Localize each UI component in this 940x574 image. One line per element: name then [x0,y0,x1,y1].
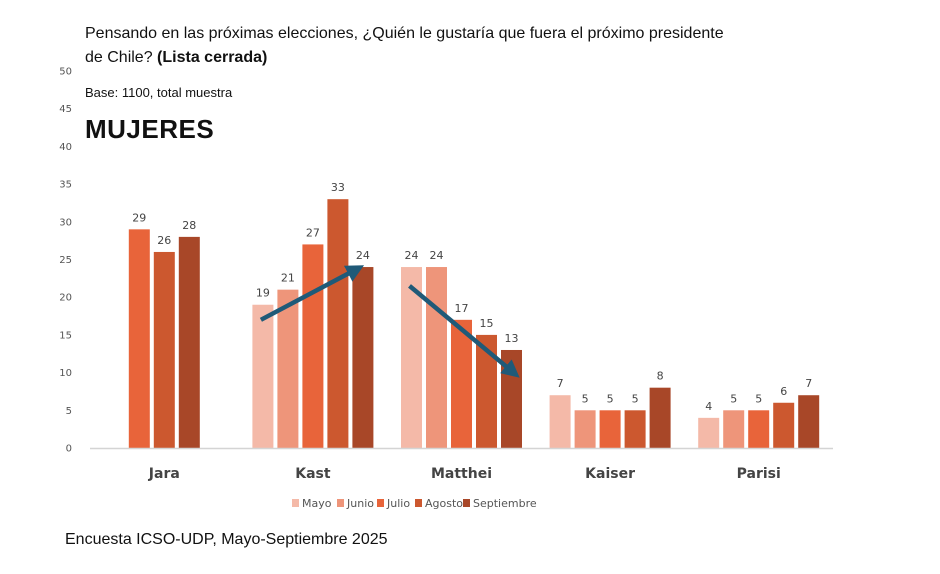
legend-label: Junio [346,497,374,510]
bar-jara-julio [128,229,150,448]
data-label: 5 [632,392,639,405]
data-label: 5 [755,392,762,405]
trend-arrows [259,265,520,378]
data-label: 21 [281,272,295,285]
y-tick-label: 25 [59,255,72,266]
category-label: Matthei [431,466,492,482]
legend-label: Septiembre [473,497,537,510]
legend-swatch-junio [337,499,344,507]
data-label: 19 [256,287,270,300]
title-text: Pensando en las próximas elecciones, ¿Qu… [85,25,724,66]
data-label: 5 [582,392,589,405]
legend-swatch-mayo [292,499,299,507]
data-label: 24 [430,249,444,262]
bar-matthei-agosto [476,334,497,448]
category-label: Kast [295,466,331,482]
y-tick-label: 30 [59,217,72,228]
legend-swatch-agosto [415,499,422,507]
bar-kaiser-julio [599,410,621,448]
legend-label: Julio [386,497,410,510]
legend-label: Mayo [302,497,332,510]
data-label: 24 [356,249,370,262]
data-label: 24 [405,249,419,262]
bar-parisi-julio [748,410,770,448]
category-label: Kaiser [585,466,635,482]
base-note: Base: 1100, total muestra [85,85,233,100]
data-label: 28 [182,219,196,232]
y-tick-label: 15 [59,330,72,341]
bar-jara-agosto [153,251,175,448]
source-footer: Encuesta ICSO-UDP, Mayo-Septiembre 2025 [65,531,388,548]
bar-matthei-julio [451,319,472,448]
bar-kaiser-septiembre [649,387,671,448]
trend-arrow-kast [259,265,365,322]
chart-title: Pensando en las próximas elecciones, ¿Qu… [85,22,725,70]
y-tick-label: 5 [66,406,72,417]
bar-kast-mayo [252,304,274,448]
bars: 29 26 28 19 21 27 33 24 24 24 17 15 13 7 5 5 5 8 4 5 5 6 7 [128,181,820,448]
bar-kaiser-agosto [624,410,646,448]
bar-kast-agosto [327,199,349,448]
bar-parisi-mayo [698,417,720,448]
data-label: 4 [705,400,712,413]
bar-kaiser-junio [574,410,596,448]
legend-label: Agosto [425,497,463,510]
data-label: 33 [331,181,345,194]
y-tick-label: 35 [59,180,72,191]
data-label: 6 [780,385,787,398]
data-label: 7 [805,377,812,390]
y-tick-label: 40 [59,142,72,153]
data-label: 29 [132,211,146,224]
data-label: 17 [455,302,469,315]
data-label: 26 [157,234,171,247]
legend-swatch-septiembre [463,499,470,507]
bar-parisi-septiembre [798,395,820,448]
bar-kast-septiembre [352,267,374,448]
bar-parisi-agosto [773,402,795,448]
category-label: Jara [148,466,180,482]
y-tick-label: 20 [59,293,72,304]
bar-matthei-mayo [401,267,422,448]
legend-swatch-julio [377,499,384,507]
y-tick-label: 45 [59,104,72,115]
bar-kaiser-mayo [549,395,571,448]
data-label: 15 [480,317,494,330]
data-label: 7 [557,377,564,390]
data-label: 8 [657,370,664,383]
y-tick-label: 50 [59,67,72,78]
data-label: 5 [730,392,737,405]
data-label: 5 [607,392,614,405]
bar-kast-julio [302,244,324,448]
x-axis-categories: Jara Kast Matthei Kaiser Parisi [148,466,781,482]
data-label: 27 [306,226,320,239]
category-label: Parisi [737,466,781,482]
title-bold-text: (Lista cerrada) [157,49,268,66]
data-label: 13 [505,332,519,345]
bar-jara-septiembre [178,236,200,448]
bar-matthei-junio [426,267,447,448]
y-tick-label: 10 [59,368,72,379]
y-tick-label: 0 [66,444,72,455]
bar-parisi-junio [723,410,745,448]
segment-heading: MUJERES [85,114,215,144]
legend: Mayo Junio Julio Agosto Septiembre [292,497,537,510]
bar-kast-junio [277,289,299,448]
y-axis: 0 5 10 15 20 25 30 35 40 45 50 [59,67,72,455]
trend-arrow-matthei [408,284,520,378]
